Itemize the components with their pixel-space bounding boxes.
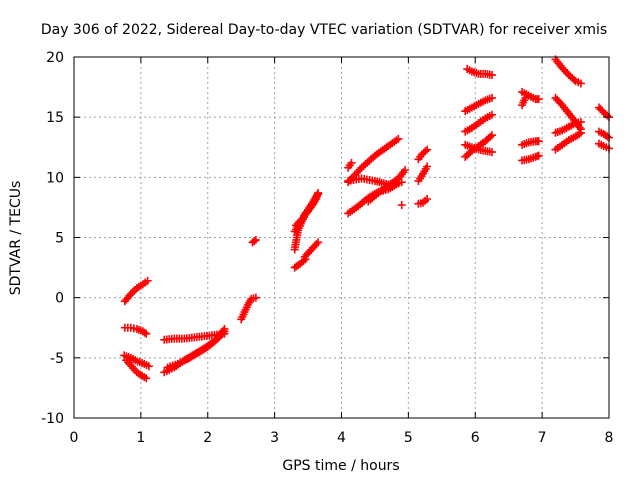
data-point — [308, 201, 317, 210]
x-tick-label: 5 — [404, 430, 413, 446]
data-point — [251, 293, 260, 302]
data-point — [534, 137, 543, 146]
data-point — [355, 165, 364, 174]
data-point — [143, 276, 152, 285]
x-tick-label: 0 — [70, 430, 79, 446]
data-point — [397, 201, 406, 210]
y-tick-label: 0 — [55, 291, 64, 307]
data-point — [534, 151, 543, 160]
y-tick-label: -10 — [41, 411, 64, 427]
data-point — [250, 237, 259, 246]
data-point — [314, 238, 323, 247]
data-point — [603, 132, 612, 141]
data-point — [487, 148, 496, 157]
chart-title: Day 306 of 2022, Sidereal Day-to-day VTE… — [41, 22, 607, 38]
data-point — [401, 166, 410, 175]
data-point — [487, 110, 496, 119]
points-layer — [120, 55, 613, 383]
x-tick-label: 3 — [270, 430, 279, 446]
data-point — [487, 131, 496, 140]
grid-layer — [74, 57, 609, 418]
data-point — [576, 117, 585, 126]
x-tick-label: 2 — [203, 430, 212, 446]
data-point — [299, 256, 308, 265]
data-point — [575, 130, 584, 139]
y-tick-label: 10 — [46, 170, 64, 186]
data-point — [251, 235, 260, 244]
data-point — [423, 194, 432, 203]
x-tick-label: 4 — [337, 430, 346, 446]
data-point — [125, 291, 134, 300]
x-tick-label: 6 — [471, 430, 480, 446]
y-axis-label: SDTVAR / TECUs — [8, 181, 24, 296]
y-tick-label: -5 — [50, 351, 64, 367]
data-point — [423, 162, 432, 171]
y-tick-label: 20 — [46, 50, 64, 66]
x-tick-label: 7 — [538, 430, 547, 446]
data-point — [486, 132, 495, 141]
data-point — [521, 93, 530, 102]
data-point — [576, 128, 585, 137]
data-point — [144, 362, 153, 371]
data-point — [534, 95, 543, 104]
data-point — [487, 71, 496, 80]
data-point — [312, 240, 321, 249]
data-point — [487, 93, 496, 102]
x-tick-label: 1 — [136, 430, 145, 446]
data-point — [423, 145, 432, 154]
data-point — [142, 374, 151, 383]
data-point — [421, 147, 430, 156]
data-point — [576, 79, 585, 88]
y-tick-label: 5 — [55, 231, 64, 247]
data-point — [142, 329, 151, 338]
y-tick-label: 15 — [46, 110, 64, 126]
data-point — [220, 329, 229, 338]
data-point — [347, 158, 356, 167]
data-point — [394, 134, 403, 143]
data-point — [569, 75, 578, 84]
data-point — [603, 111, 612, 120]
x-tick-label: 8 — [605, 430, 614, 446]
axis-layer: 0 1 2 3 4 5 6 7 8 -10 -5 0 5 10 15 20 — [41, 50, 613, 446]
data-point — [140, 328, 149, 337]
x-axis-label: GPS time / hours — [282, 458, 399, 474]
data-point — [314, 190, 323, 199]
